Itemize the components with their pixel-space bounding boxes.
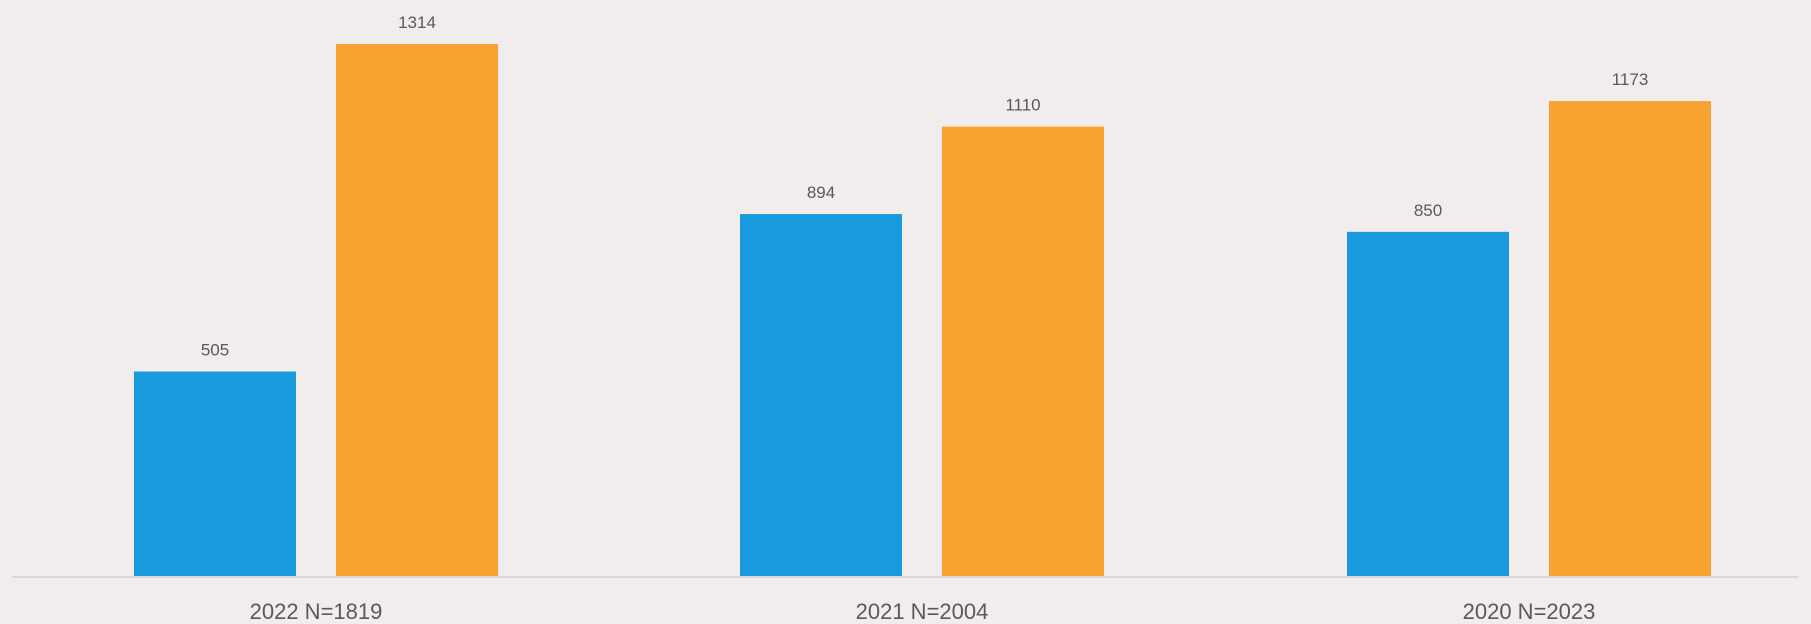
data-label-3-1: 850 (1414, 201, 1442, 220)
data-labels-layer: 505 1314 894 1110 850 1173 (201, 13, 1648, 360)
bar-3-1 (1347, 231, 1509, 576)
bar-1-1 (134, 371, 296, 576)
category-label-3: 2020 N=2023 (1463, 599, 1596, 624)
data-label-1-1: 505 (201, 341, 229, 360)
category-label-2: 2021 N=2004 (856, 599, 989, 624)
category-label-1: 2022 N=1819 (250, 599, 383, 624)
bar-3-2 (1549, 101, 1711, 576)
data-label-3-2: 1173 (1612, 70, 1649, 89)
data-label-2-1: 894 (807, 183, 835, 202)
bar-2-2 (942, 126, 1104, 577)
data-label-1-2: 1314 (398, 13, 436, 32)
bar-1-2 (336, 44, 498, 576)
data-label-2-2: 1110 (1005, 96, 1040, 115)
category-labels-layer: 2022 N=1819 2021 N=2004 2020 N=2023 (250, 599, 1596, 624)
bars-layer (134, 44, 1711, 577)
bar-2-1 (740, 214, 902, 577)
